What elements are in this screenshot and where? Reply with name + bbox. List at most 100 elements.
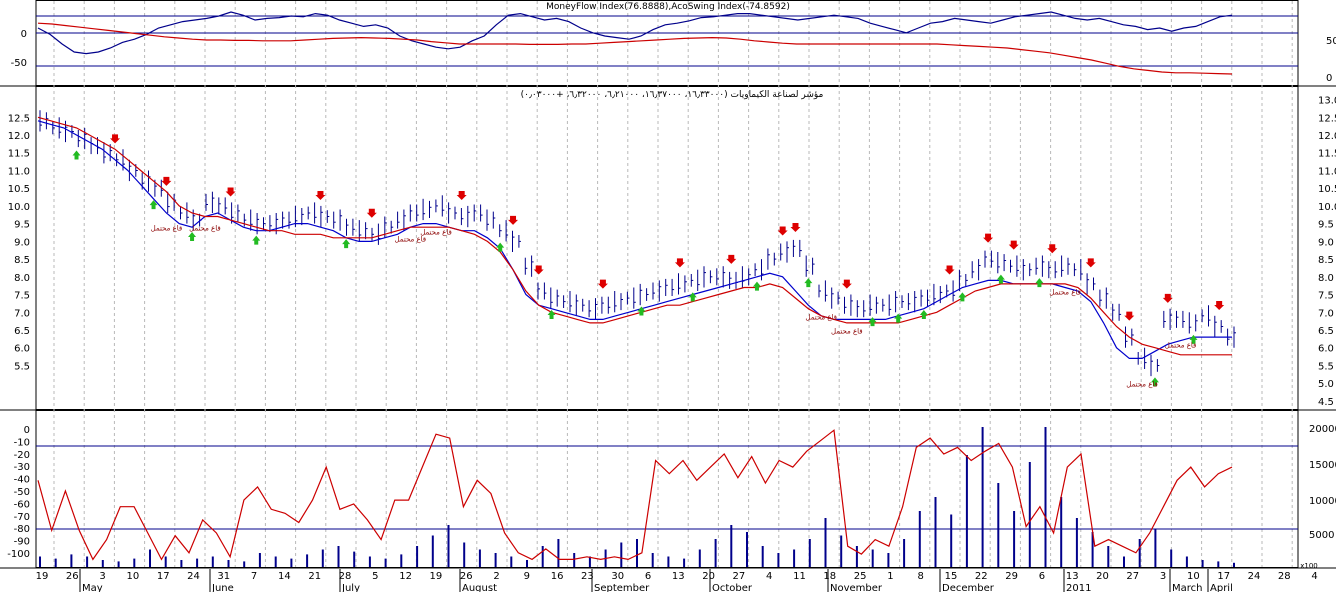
- x-tick-label: 1: [887, 571, 893, 582]
- y-tick-label: -80: [14, 524, 30, 535]
- signal-label: قاع محتمل: [189, 225, 221, 233]
- volume-scale-label: x100: [1300, 562, 1318, 570]
- x-tick-label: 17: [1217, 571, 1230, 582]
- buy-arrow: [868, 317, 877, 327]
- signal-label: قاع محتمل: [394, 235, 426, 243]
- x-tick-label: 12: [399, 571, 412, 582]
- panel-frames: [0, 0, 1336, 569]
- x-tick-label: 20: [702, 571, 715, 582]
- y-tick-label: 6.5: [1318, 326, 1334, 337]
- buy-arrow: [252, 235, 261, 245]
- sell-arrow: [983, 233, 994, 243]
- y-tick-label: 13.0: [1318, 96, 1336, 107]
- month-label: July: [341, 583, 360, 592]
- x-tick-label: 19: [36, 571, 49, 582]
- y-tick-label: 15000: [1309, 460, 1336, 471]
- buy-arrow: [894, 313, 903, 323]
- indicator-title: MoneyFlow Index(76.8888),AcoSwing Index(…: [546, 2, 790, 12]
- y-tick-label: 5000: [1309, 530, 1334, 541]
- x-tick-label: 30: [611, 571, 624, 582]
- x-tick-label: 11: [793, 571, 806, 582]
- sell-arrow: [456, 191, 467, 201]
- buy-arrow: [919, 310, 928, 320]
- month-label: March: [1172, 583, 1202, 592]
- y-tick-label: -90: [14, 537, 30, 548]
- buy-arrow: [637, 306, 646, 316]
- sell-arrow: [790, 222, 801, 232]
- sell-arrow: [366, 208, 377, 218]
- y-tick-label: 0: [1326, 73, 1332, 84]
- y-tick-label: 0: [21, 29, 27, 40]
- y-tick-label: 6.5: [14, 326, 30, 337]
- y-tick-label: 8.5: [14, 255, 30, 266]
- sell-arrow: [1008, 240, 1019, 250]
- sell-arrow: [225, 187, 236, 197]
- y-tick-label: 12.0: [1318, 131, 1336, 142]
- buy-arrow: [996, 274, 1005, 284]
- y-tick-label: 20000: [1309, 424, 1336, 435]
- y-tick-label: 50: [1326, 36, 1336, 47]
- x-tick-label: 29: [1005, 571, 1018, 582]
- buy-arrow: [72, 150, 81, 160]
- month-label: December: [942, 583, 995, 592]
- y-tick-label: -70: [14, 512, 30, 523]
- x-tick-label: 26: [460, 571, 473, 582]
- y-tick-label: 10.5: [1318, 184, 1336, 195]
- y-tick-label: 5.0: [1318, 379, 1334, 390]
- y-tick-label: -50: [14, 487, 30, 498]
- x-tick-label: 25: [854, 571, 867, 582]
- y-tick-label: 10.0: [1318, 202, 1336, 213]
- x-tick-label: 28: [339, 571, 352, 582]
- x-tick-label: 24: [1248, 571, 1261, 582]
- x-tick-label: 6: [645, 571, 651, 582]
- panel-border: [35, 0, 1299, 86]
- buy-arrow: [547, 310, 556, 320]
- month-label: April: [1210, 583, 1233, 592]
- x-tick-label: 10: [1187, 571, 1200, 582]
- x-tick-label: 13: [672, 571, 685, 582]
- sell-arrow: [315, 191, 326, 201]
- x-tick-label: 17: [157, 571, 170, 582]
- x-tick-label: 15: [945, 571, 958, 582]
- signal-label: قاع محتمل: [1165, 342, 1197, 350]
- sell-arrow: [161, 176, 172, 186]
- sell-arrow: [533, 265, 544, 275]
- y-tick-label: 7.0: [1318, 308, 1334, 319]
- sell-arrow: [1124, 311, 1135, 321]
- signal-label: قاع محتمل: [1126, 381, 1158, 389]
- sell-arrow: [841, 279, 852, 289]
- y-tick-label: 10.0: [8, 202, 30, 213]
- x-tick-label: 6: [1039, 571, 1045, 582]
- y-tick-label: 9.0: [14, 237, 30, 248]
- sell-arrow: [674, 258, 685, 268]
- sell-arrow: [726, 254, 737, 264]
- sell-arrow: [1047, 244, 1058, 254]
- y-tick-label: 11.5: [1318, 149, 1336, 160]
- buy-arrow: [688, 292, 697, 302]
- x-tick-label: 24: [187, 571, 200, 582]
- axis-labels: 0 -50 50 0 13.0 12.5 12.0 11.5 11.0 10.5 10.0 9.5 9.…: [7, 29, 1336, 592]
- x-tick-label: 18: [823, 571, 836, 582]
- y-tick-label: 9.5: [1318, 220, 1334, 231]
- x-tick-label: 8: [918, 571, 924, 582]
- x-tick-label: 3: [1160, 571, 1166, 582]
- indicator-panel: [36, 11, 1298, 75]
- y-tick-label: 12.5: [1318, 113, 1336, 124]
- buy-arrow: [496, 242, 505, 252]
- y-tick-label: -50: [11, 58, 27, 69]
- x-tick-label: 2: [493, 571, 499, 582]
- x-tick-label: 10: [127, 571, 140, 582]
- y-tick-label: 5.5: [1318, 362, 1334, 373]
- y-tick-label: 10000: [1309, 496, 1336, 507]
- x-tick-label: 19: [430, 571, 443, 582]
- x-tick-label: 7: [251, 571, 257, 582]
- sell-arrow: [777, 226, 788, 236]
- y-tick-label: 6.0: [1318, 344, 1334, 355]
- sell-arrow: [1162, 293, 1173, 303]
- x-tick-label: 21: [308, 571, 321, 582]
- signal-label: قاع محتمل: [420, 228, 452, 236]
- y-tick-label: 11.0: [1318, 167, 1336, 178]
- y-tick-label: -30: [14, 462, 30, 473]
- y-tick-label: 7.0: [14, 308, 30, 319]
